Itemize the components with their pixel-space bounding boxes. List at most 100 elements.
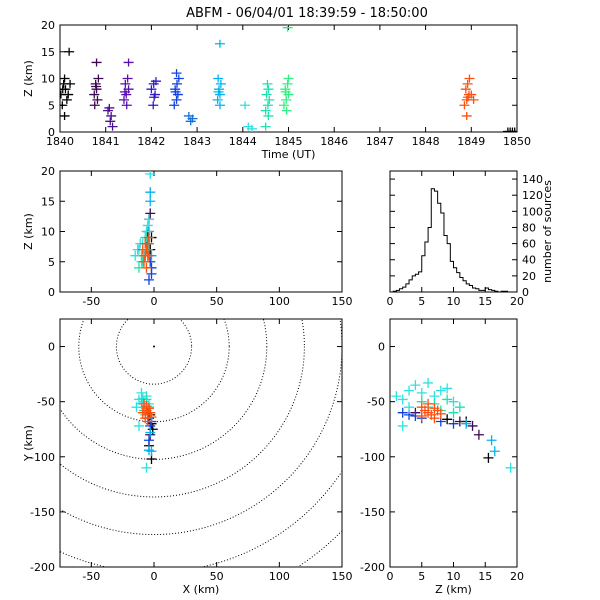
z_histogram-frame	[389, 170, 518, 293]
data-point	[141, 262, 152, 273]
data-point	[410, 380, 421, 391]
data-point	[486, 435, 497, 446]
range-ring	[60, 319, 305, 498]
data-point	[462, 79, 473, 88]
time_height-x-axis-title: Time (UT)	[261, 148, 316, 161]
data-point	[246, 124, 257, 132]
data-point	[416, 387, 427, 398]
y-tick-label: 20	[41, 19, 55, 32]
time_height-y-axis-title: Z (km)	[22, 60, 35, 97]
z_y-x-axis-title: Z (km)	[435, 583, 472, 596]
data-point	[92, 95, 103, 104]
data-point	[148, 101, 159, 110]
y-tick-label: 10	[41, 73, 55, 86]
histogram-outline	[390, 188, 517, 293]
data-point	[262, 101, 273, 110]
y-tick-label: 5	[48, 99, 55, 112]
data-point	[442, 414, 453, 425]
data-point	[489, 446, 500, 457]
data-point	[448, 396, 459, 407]
y-tick-label: -50	[367, 396, 385, 409]
y-tick-label: 0	[522, 286, 529, 299]
y-tick-label: 5	[48, 256, 55, 269]
data-point	[467, 420, 478, 431]
x-tick-label: 50	[210, 570, 224, 583]
data-point	[142, 220, 153, 231]
data-point	[137, 407, 148, 418]
data-point	[505, 462, 516, 473]
data-point	[149, 93, 160, 102]
range-rings	[60, 319, 342, 567]
x-tick-label: 1842	[137, 135, 165, 148]
data-point	[278, 101, 289, 110]
data-point	[282, 79, 293, 88]
data-point	[60, 74, 70, 83]
data-point	[143, 232, 154, 243]
range-ring	[115, 319, 193, 385]
data-point	[89, 90, 100, 99]
histogram-bar	[415, 274, 418, 292]
data-point	[448, 418, 459, 429]
x_y-y-axis-title: Y (km)	[22, 425, 35, 462]
data-point	[105, 117, 116, 126]
x-tick-label: 150	[332, 570, 353, 583]
y-tick-label: 40	[522, 254, 536, 267]
data-point	[65, 79, 76, 88]
histogram-bar	[438, 203, 441, 292]
data-point	[137, 244, 148, 255]
x-tick-label: 100	[269, 295, 290, 308]
data-point	[136, 387, 147, 398]
data-point	[260, 106, 271, 115]
x-tick-label: 5	[418, 570, 425, 583]
data-point	[240, 101, 251, 110]
data-point	[281, 95, 292, 104]
range-ring	[60, 470, 342, 567]
x-tick-label: 0	[387, 570, 394, 583]
data-point	[460, 85, 471, 94]
x-tick-label: 10	[447, 570, 461, 583]
y-tick-label: 0	[48, 286, 55, 299]
data-point	[120, 79, 131, 88]
x-tick-label: 20	[510, 570, 524, 583]
data-point	[468, 95, 479, 104]
data-point	[260, 122, 271, 131]
data-point	[169, 101, 180, 110]
data-point	[145, 427, 156, 438]
data-point	[138, 256, 149, 267]
data-point	[435, 385, 446, 396]
data-point	[145, 171, 156, 180]
y-tick-label: -200	[360, 561, 385, 574]
data-point	[435, 408, 446, 419]
data-point	[143, 445, 154, 456]
data-point	[280, 87, 291, 96]
x-tick-label: 1850	[503, 135, 531, 148]
data-point	[150, 77, 161, 86]
plot-title: ABFM - 06/04/01 18:39:59 - 18:50:00	[186, 6, 428, 21]
y-tick-label: 15	[41, 195, 55, 208]
data-point	[473, 429, 484, 440]
data-point	[143, 403, 154, 414]
data-point	[143, 250, 154, 261]
y-tick-label: 60	[522, 238, 536, 251]
y-tick-label: -150	[360, 506, 385, 519]
x-tick-label: 150	[332, 295, 353, 308]
y-tick-label: 80	[522, 221, 536, 234]
y-tick-label: 0	[378, 341, 385, 354]
y-tick-label: -100	[360, 451, 385, 464]
data-point	[461, 111, 472, 120]
data-point	[262, 79, 273, 88]
data-point	[263, 111, 274, 120]
data-point	[143, 274, 154, 285]
x-tick-label: 5	[418, 295, 425, 308]
data-point	[263, 85, 274, 94]
data-point	[429, 413, 440, 424]
data-point	[213, 87, 224, 96]
x-tick-label: 1849	[457, 135, 485, 148]
data-point	[138, 398, 149, 409]
x_y-axes: -50 0 50 100 150 -200 -150 -100 -50 0 X (km) Y (km)	[22, 318, 353, 596]
x-tick-label: 50	[210, 295, 224, 308]
time_height-axes: 1840 1841 1842 1843 1844 1845 1846 1847 1848 1849…	[22, 19, 531, 161]
y-tick-label: 0	[48, 341, 55, 354]
